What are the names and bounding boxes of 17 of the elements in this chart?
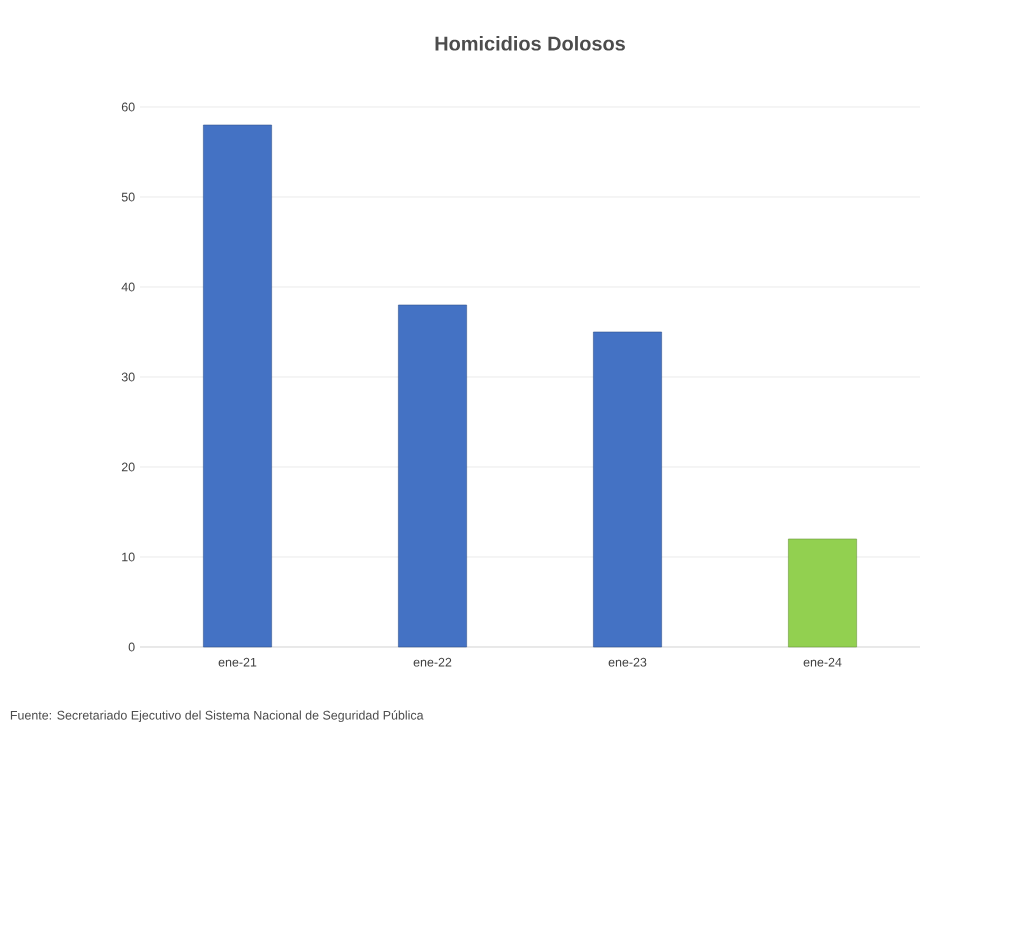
x-tick-label: ene-23 — [608, 657, 647, 667]
y-tick-label: 20 — [121, 462, 135, 472]
y-tick-label: 50 — [121, 192, 135, 202]
y-tick-label: 0 — [128, 642, 135, 652]
y-tick-label: 60 — [121, 102, 135, 112]
bar — [593, 331, 662, 648]
bar — [788, 538, 857, 648]
y-tick-label: 30 — [121, 372, 135, 382]
chart-title: Homicidios Dolosos — [435, 35, 625, 51]
y-tick-label: 40 — [121, 282, 135, 292]
bar — [398, 304, 467, 648]
x-tick-label: ene-22 — [413, 657, 452, 667]
y-tick-label: 10 — [122, 552, 135, 562]
source-note: Fuente: Secretariado Ejecutivo del Sistema Nacional de Seguridad Pública — [10, 710, 424, 723]
x-tick-label: ene-24 — [803, 657, 842, 667]
x-tick-label: ene-21 — [218, 657, 257, 667]
bar — [203, 124, 272, 648]
